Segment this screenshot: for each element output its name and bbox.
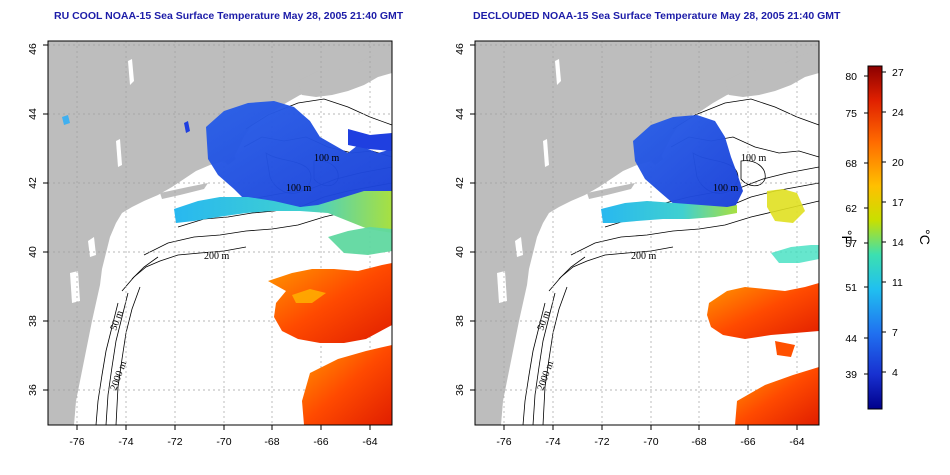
map-frame-right xyxy=(474,40,820,426)
fahrenheit-tick: 57 xyxy=(845,238,857,250)
lat-tick-label: 46 xyxy=(454,43,466,55)
map-title-right: DECLOUDED NOAA-15 Sea Surface Temperatur… xyxy=(473,10,841,22)
contour-label: 100 m xyxy=(286,183,312,194)
lon-tick-label: -70 xyxy=(216,436,231,448)
contour-label: 100 m xyxy=(314,153,340,164)
lon-tick-label: -66 xyxy=(740,436,755,448)
fahrenheit-tick: 80 xyxy=(845,71,857,83)
lat-tick-label: 44 xyxy=(454,108,466,120)
celsius-tick: 20 xyxy=(892,157,904,169)
lat-tick-label: 38 xyxy=(27,315,39,327)
lat-tick-label: 40 xyxy=(454,246,466,258)
lon-tick-label: -74 xyxy=(118,436,133,448)
lat-tick-label: 42 xyxy=(454,177,466,189)
lon-tick-label: -70 xyxy=(643,436,658,448)
lon-tick-label: -76 xyxy=(69,436,84,448)
lon-tick-label: -72 xyxy=(594,436,609,448)
lon-axis-right: -76 -74 -72 -70 -68 -66 -64 xyxy=(496,436,804,448)
lat-tick-label: 42 xyxy=(27,177,39,189)
lon-tick-label: -74 xyxy=(545,436,560,448)
lon-tick-label: -72 xyxy=(167,436,182,448)
map-title-left: RU COOL NOAA-15 Sea Surface Temperature … xyxy=(54,10,404,22)
celsius-tick: 24 xyxy=(892,107,904,119)
lon-tick-label: -66 xyxy=(313,436,328,448)
lon-tick-label: -68 xyxy=(691,436,706,448)
celsius-tick: 27 xyxy=(892,67,904,79)
contour-label: 100 m xyxy=(741,153,767,164)
celsius-scale: 27 24 20 17 14 11 7 4 xyxy=(892,67,904,379)
fahrenheit-tick: 68 xyxy=(845,158,857,170)
sst-layer-left xyxy=(62,101,392,425)
ticks-left xyxy=(43,44,371,430)
lat-tick-label: 40 xyxy=(27,246,39,258)
lon-axis-left: -76 -74 -72 -70 -68 -66 -64 xyxy=(69,436,377,448)
fahrenheit-tick: 51 xyxy=(845,282,857,294)
colorbar-gradient xyxy=(867,65,883,410)
celsius-unit-label: °C xyxy=(917,229,933,245)
map-panel-left: 100 m 100 m 200 m 50 m 2000 m -76 -74 -7… xyxy=(27,40,393,448)
lon-tick-label: -64 xyxy=(789,436,804,448)
lat-tick-label: 36 xyxy=(454,384,466,396)
celsius-tick: 7 xyxy=(892,327,898,339)
lat-tick-label: 38 xyxy=(454,315,466,327)
celsius-tick: 17 xyxy=(892,197,904,209)
fahrenheit-unit-label: °F xyxy=(839,230,855,244)
contour-label: 200 m xyxy=(204,251,230,262)
lon-tick-label: -68 xyxy=(264,436,279,448)
contour-label: 100 m xyxy=(713,183,739,194)
fahrenheit-tick: 62 xyxy=(845,203,857,215)
map-frame-left xyxy=(47,40,393,426)
celsius-tick: 4 xyxy=(892,367,898,379)
fahrenheit-tick: 44 xyxy=(845,333,857,345)
fahrenheit-scale: 80 75 68 62 57 51 44 39 xyxy=(845,71,857,381)
contour-label: 200 m xyxy=(631,251,657,262)
colorbar: 80 75 68 62 57 51 44 39 27 24 20 17 14 1… xyxy=(839,65,933,410)
ticks-right xyxy=(470,44,798,430)
sst-layer-right xyxy=(601,115,819,425)
lon-tick-label: -76 xyxy=(496,436,511,448)
fahrenheit-tick: 39 xyxy=(845,369,857,381)
lat-tick-label: 36 xyxy=(27,384,39,396)
lat-axis-left: 36 38 40 42 44 46 xyxy=(27,43,39,396)
lon-tick-label: -64 xyxy=(362,436,377,448)
celsius-tick: 11 xyxy=(892,277,903,289)
celsius-tick: 14 xyxy=(892,237,904,249)
lat-axis-right: 36 38 40 42 44 46 xyxy=(454,43,466,396)
fahrenheit-tick: 75 xyxy=(845,108,857,120)
lat-tick-label: 46 xyxy=(27,43,39,55)
lat-tick-label: 44 xyxy=(27,108,39,120)
map-panel-right: 100 m 100 m 200 m 50 m 2000 m -76 -74 -7… xyxy=(454,40,820,448)
